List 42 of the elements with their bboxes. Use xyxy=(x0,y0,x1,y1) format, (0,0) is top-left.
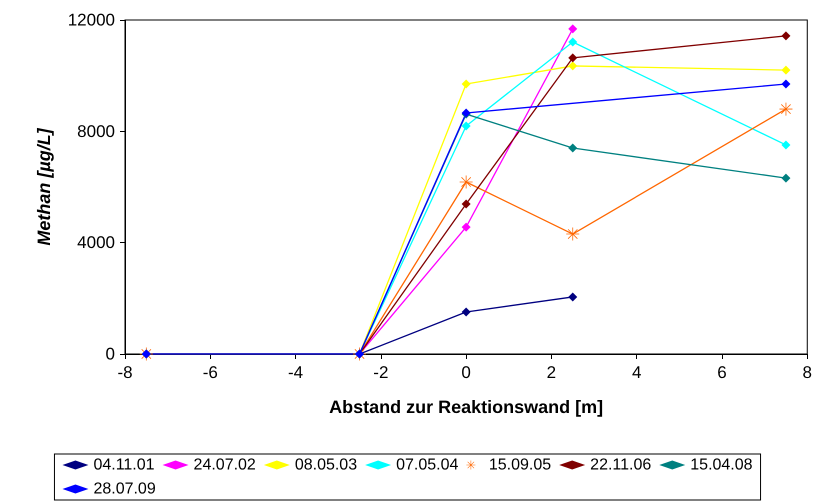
x-tick-label: 8 xyxy=(802,363,812,382)
x-tick-label: -2 xyxy=(373,363,388,382)
y-axis-title: Methan [µg/L] xyxy=(34,127,54,246)
legend-label: 24.07.02 xyxy=(194,456,256,474)
point xyxy=(781,66,790,75)
legend-label: 15.09.05 xyxy=(488,456,552,474)
point xyxy=(568,37,578,46)
point xyxy=(781,80,790,89)
point xyxy=(462,222,471,232)
legend-label: 04.11.01 xyxy=(93,456,155,474)
legend-label: 28.07.09 xyxy=(93,480,156,498)
point xyxy=(568,24,578,34)
point xyxy=(462,122,471,131)
x-tick-label: 2 xyxy=(546,363,556,382)
x-tick-label: -8 xyxy=(117,363,133,382)
point xyxy=(781,31,790,40)
point xyxy=(779,102,792,116)
legend-label: 22.11.06 xyxy=(590,456,652,474)
x-tick-label: 4 xyxy=(632,363,642,382)
point xyxy=(460,175,473,188)
point xyxy=(568,53,578,62)
legend-label: 07.05.04 xyxy=(396,456,458,474)
point xyxy=(566,228,580,241)
legend-label: 15.04.08 xyxy=(690,456,753,474)
y-tick-label: 8000 xyxy=(77,122,115,141)
point xyxy=(462,80,471,89)
x-axis-title: Abstand zur Reaktionswand [m] xyxy=(329,397,604,417)
y-tick-label: 4000 xyxy=(77,233,115,252)
point xyxy=(462,199,471,208)
x-tick-label: 6 xyxy=(717,363,727,382)
x-tick-label: -6 xyxy=(202,363,218,382)
point xyxy=(781,174,790,183)
legend-label: 08.05.03 xyxy=(294,456,358,474)
y-tick-label: 0 xyxy=(106,344,115,364)
point xyxy=(568,292,578,302)
y-tick-label: 12000 xyxy=(68,10,115,30)
point xyxy=(781,140,790,150)
point xyxy=(462,307,471,316)
x-tick-label: 0 xyxy=(461,363,471,382)
x-tick-label: -4 xyxy=(288,363,304,382)
point xyxy=(568,144,578,153)
point xyxy=(568,61,578,70)
